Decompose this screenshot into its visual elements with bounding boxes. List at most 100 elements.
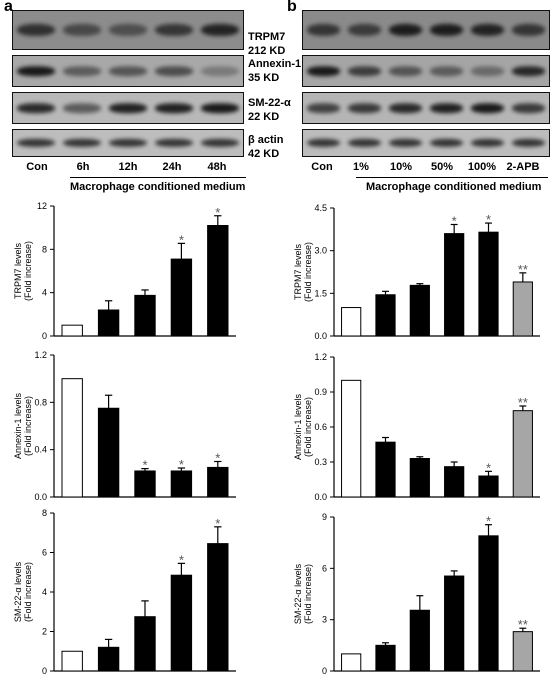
significance-marker: * (215, 516, 220, 531)
blot-label-actin: β actin 42 KD (248, 133, 283, 161)
blot-label-sm22-name: SM-22-α (248, 97, 291, 109)
blot-label-annexin1-mw: 35 KD (248, 72, 280, 84)
blot-band (429, 66, 464, 76)
blot-b-trpm7 (302, 10, 550, 50)
y-axis-label-unit: (Fold increase) (303, 564, 313, 624)
lane-label-a-4: 48h (207, 161, 227, 173)
blot-band (347, 23, 382, 37)
blot-band (470, 66, 505, 76)
y-axis-label: TRPM7 levels (13, 242, 23, 299)
blot-band (155, 66, 193, 76)
y-axis-label: Annexin-1 levels (13, 392, 23, 459)
blot-label-sm22: SM-22-α 22 KD (248, 96, 291, 124)
y-tick-label: 4.5 (314, 203, 327, 213)
significance-marker: ** (518, 617, 528, 632)
bar (512, 631, 533, 672)
lane-label-a-2: 12h (118, 161, 138, 173)
y-tick-label: 0 (42, 666, 47, 676)
bar (478, 535, 499, 672)
blot-band (109, 66, 147, 76)
bar (512, 410, 533, 498)
y-tick-label: 12 (37, 201, 47, 211)
blot-background (303, 11, 549, 49)
y-tick-label: 9 (322, 512, 327, 522)
bar (61, 650, 83, 672)
y-axis-label: Annexin-1 levels (293, 393, 303, 460)
bar (97, 646, 120, 672)
blot-band (201, 66, 239, 76)
blot-band (511, 138, 546, 148)
blot-band (306, 66, 341, 76)
lane-label-a-1: 6h (76, 161, 90, 173)
blot-band (63, 103, 101, 113)
lane-label-b-1: 1% (353, 161, 369, 173)
blot-background (303, 56, 549, 86)
blot-band (155, 103, 193, 113)
y-axis-label: SM-22-α levels (293, 563, 303, 624)
bar (478, 475, 499, 498)
blot-a-sm22 (12, 92, 244, 124)
bar (207, 466, 229, 498)
significance-marker: * (179, 457, 184, 472)
y-tick-label: 6 (42, 548, 47, 558)
blot-label-annexin1-name: Annexin-1 (248, 58, 302, 70)
blot-band (17, 66, 55, 76)
y-axis-label-unit: (Fold increase) (303, 242, 313, 302)
blot-band (470, 138, 505, 148)
y-tick-label: 0.9 (314, 387, 327, 397)
y-axis-label-unit: (Fold increase) (303, 397, 313, 457)
bar (409, 284, 430, 337)
blot-band (201, 103, 239, 113)
y-axis-label-unit: (Fold increase) (23, 241, 33, 301)
blot-band (201, 23, 239, 37)
blot-band (306, 138, 341, 148)
bar (444, 575, 465, 672)
y-axis-label-unit: (Fold increase) (23, 562, 33, 622)
blot-band (155, 23, 193, 37)
y-tick-label: 2 (42, 627, 47, 637)
bar (97, 407, 120, 498)
y-tick-label: 1.5 (314, 288, 327, 298)
y-tick-label: 8 (42, 508, 47, 518)
lane-label-b-4: 100% (467, 161, 497, 173)
significance-marker: * (215, 451, 220, 466)
panel-b-letter: b (287, 0, 297, 15)
blot-background (303, 130, 549, 156)
lane-label-a-3: 24h (162, 161, 182, 173)
y-axis-label: TRPM7 levels (293, 243, 303, 300)
blot-band (63, 138, 101, 148)
bar (375, 441, 396, 498)
blot-band (429, 23, 464, 37)
blot-background (303, 93, 549, 123)
bar (134, 470, 156, 498)
y-tick-label: 0.0 (314, 331, 327, 341)
bar (61, 378, 83, 498)
bar (134, 294, 156, 337)
blot-band (388, 23, 423, 37)
significance-marker: * (486, 212, 491, 227)
bar (207, 225, 229, 337)
y-tick-label: 4 (42, 288, 47, 298)
bar (444, 466, 465, 498)
significance-marker: * (215, 205, 220, 220)
y-tick-label: 1.2 (314, 352, 327, 362)
lane-label-b-5: 2-APB (506, 161, 540, 173)
y-tick-label: 8 (42, 244, 47, 254)
blot-band (470, 103, 505, 113)
blot-band (511, 23, 546, 37)
bar (97, 309, 120, 337)
blot-band (347, 66, 382, 76)
bar (341, 379, 362, 498)
y-tick-label: 0 (322, 666, 327, 676)
blot-b-actin (302, 129, 550, 157)
treatment-label-a: Macrophage conditioned medium (70, 181, 246, 193)
blot-band (201, 138, 239, 148)
panel-a-letter: a (4, 0, 13, 15)
blot-band (306, 23, 341, 37)
blot-b-annexin1 (302, 55, 550, 87)
bar (375, 294, 396, 337)
blot-band (388, 103, 423, 113)
blot-label-trpm7-name: TRPM7 (248, 31, 286, 43)
y-tick-label: 0.8 (34, 397, 47, 407)
